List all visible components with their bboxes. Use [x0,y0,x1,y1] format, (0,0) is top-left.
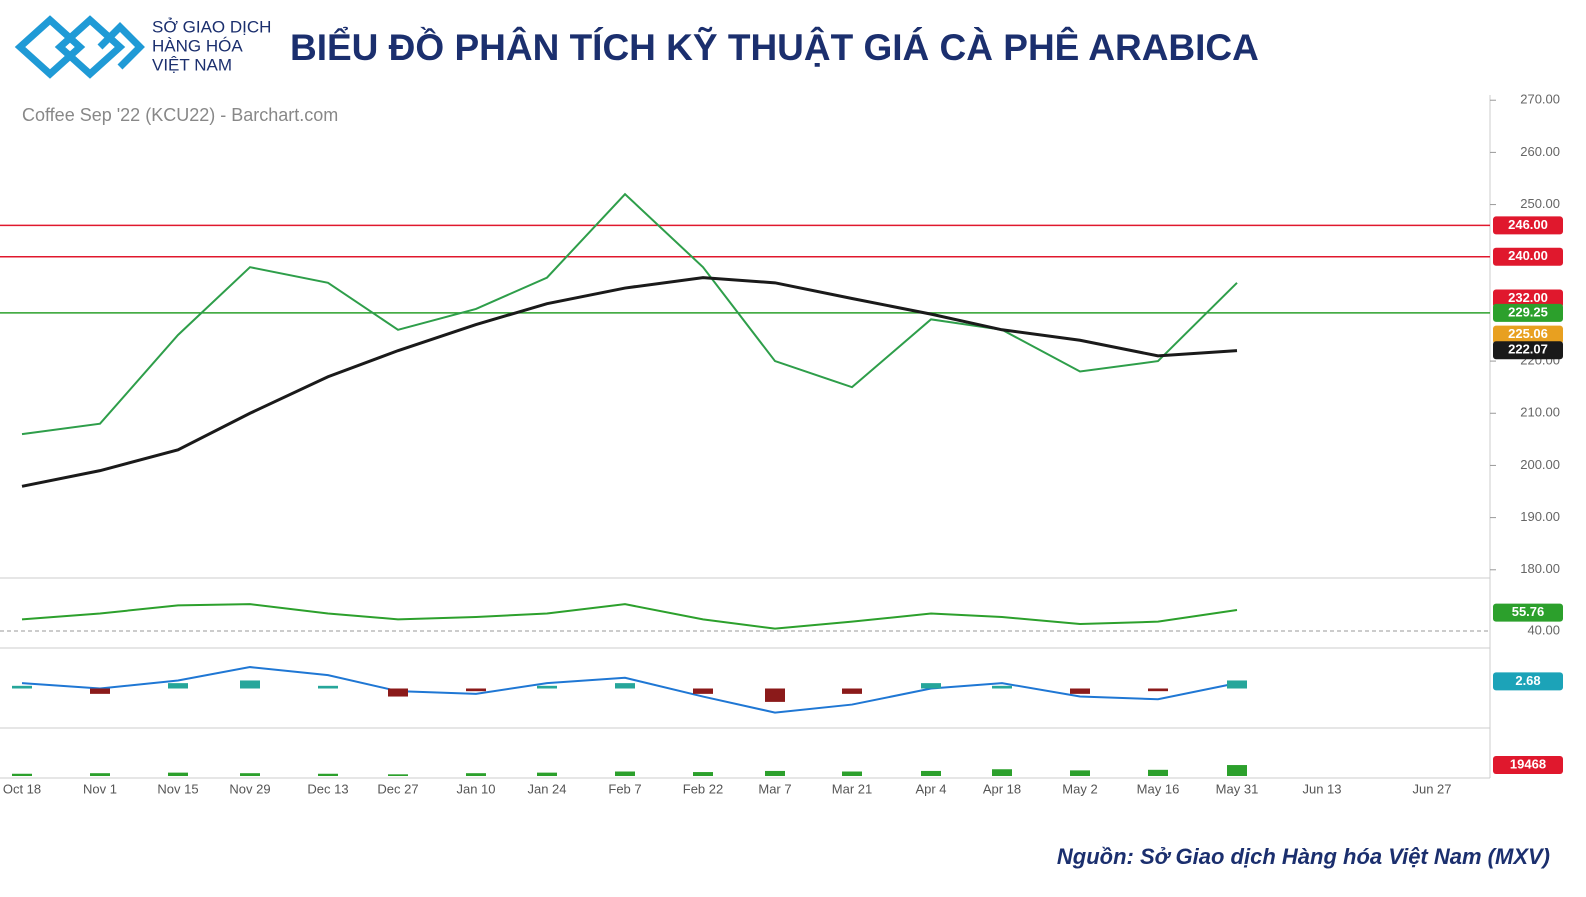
y-tick-label: 270.00 [1520,92,1560,107]
bar [168,683,188,689]
x-tick-label: Dec 27 [377,781,418,796]
bar [1227,765,1247,776]
bar [168,772,188,776]
series-line [21,276,1238,488]
x-tick-label: May 16 [1137,781,1180,796]
x-tick-label: May 31 [1216,781,1259,796]
y-tick-label: 250.00 [1520,196,1560,211]
subtitle: Coffee Sep '22 (KCU22) - Barchart.com [22,105,338,125]
panels [0,95,1491,779]
bar [765,770,785,776]
bar [240,680,260,689]
bar [842,771,862,776]
x-tick-label: Dec 13 [307,781,348,796]
price-label: 225.06 [1508,326,1548,341]
x-tick-label: Nov 29 [229,781,270,796]
price-label: 55.76 [1512,604,1545,619]
x-tick-label: Jan 10 [456,781,495,796]
price-label-box [1493,247,1563,266]
bar [693,772,713,776]
bar [921,770,941,776]
y-tick-label: 40.00 [1527,622,1560,637]
bar [318,773,338,776]
price-label-box [1493,672,1563,691]
bar [90,688,110,694]
price-label: 232.00 [1508,290,1548,305]
bar [12,773,32,776]
y-tick-label: 200.00 [1520,457,1560,472]
price-label: 2.68 [1515,673,1540,688]
bar [693,688,713,694]
bar [240,773,260,776]
bar [12,685,32,689]
bar [842,688,862,694]
bar [466,773,486,776]
price-label: 246.00 [1508,217,1548,232]
bar [1227,680,1247,689]
source: Nguồn: Sở Giao dịch Hàng hóa Việt Nam (M… [1057,844,1550,869]
logo-text: HÀNG HÓA [152,36,243,55]
price-label-box [1493,303,1563,322]
y-tick-label: 260.00 [1520,144,1560,159]
bar [1148,688,1168,692]
bar [537,772,557,776]
x-tick-label: Mar 21 [832,781,872,796]
bar [615,771,635,776]
bar [1070,770,1090,776]
bar [992,769,1012,776]
price-label: 229.25 [1508,304,1548,319]
logo [14,15,145,79]
x-tick-label: Feb 7 [608,781,641,796]
bar [388,774,408,776]
series-line [21,192,1238,436]
x-tick-label: Jun 27 [1412,781,1451,796]
x-tick-label: Feb 22 [683,781,723,796]
bar [992,685,1012,689]
bar [388,688,408,697]
price-label-box [1493,216,1563,235]
price-label: 19468 [1510,756,1546,771]
bar [615,683,635,689]
bar [921,683,941,689]
bar [537,685,557,689]
bar [765,688,785,702]
x-tick-label: Jun 13 [1302,781,1341,796]
logo-text: SỞ GIAO DỊCH [152,17,271,36]
x-tick-label: Apr 18 [983,781,1021,796]
price-label-box [1493,756,1563,775]
logo-text: VIỆT NAM [152,55,232,74]
x-tick-label: Jan 24 [527,781,566,796]
price-label: 222.07 [1508,342,1548,357]
y-tick-label: 210.00 [1520,405,1560,420]
x-tick-label: May 2 [1062,781,1097,796]
macd-line [21,666,1238,714]
x-tick-label: Nov 1 [83,781,117,796]
bar [1070,688,1090,694]
x-tick-label: Oct 18 [3,781,41,796]
price-label-box [1493,289,1563,308]
x-tick-label: Mar 7 [758,781,791,796]
price-label-box [1493,603,1563,622]
y-tick-label: 190.00 [1520,509,1560,524]
series-line [21,603,1238,630]
price-label: 240.00 [1508,248,1548,263]
bar [466,688,486,692]
price-label-box [1493,341,1563,360]
bar [1148,769,1168,776]
price-label-box [1493,325,1563,344]
x-tick-label: Nov 15 [157,781,198,796]
bar [90,773,110,776]
x-tick-label: Apr 4 [915,781,946,796]
title: BIỂU ĐỒ PHÂN TÍCH KỸ THUẬT GIÁ CÀ PHÊ AR… [290,26,1259,68]
y-tick-label: 180.00 [1520,561,1560,576]
bar [318,685,338,689]
